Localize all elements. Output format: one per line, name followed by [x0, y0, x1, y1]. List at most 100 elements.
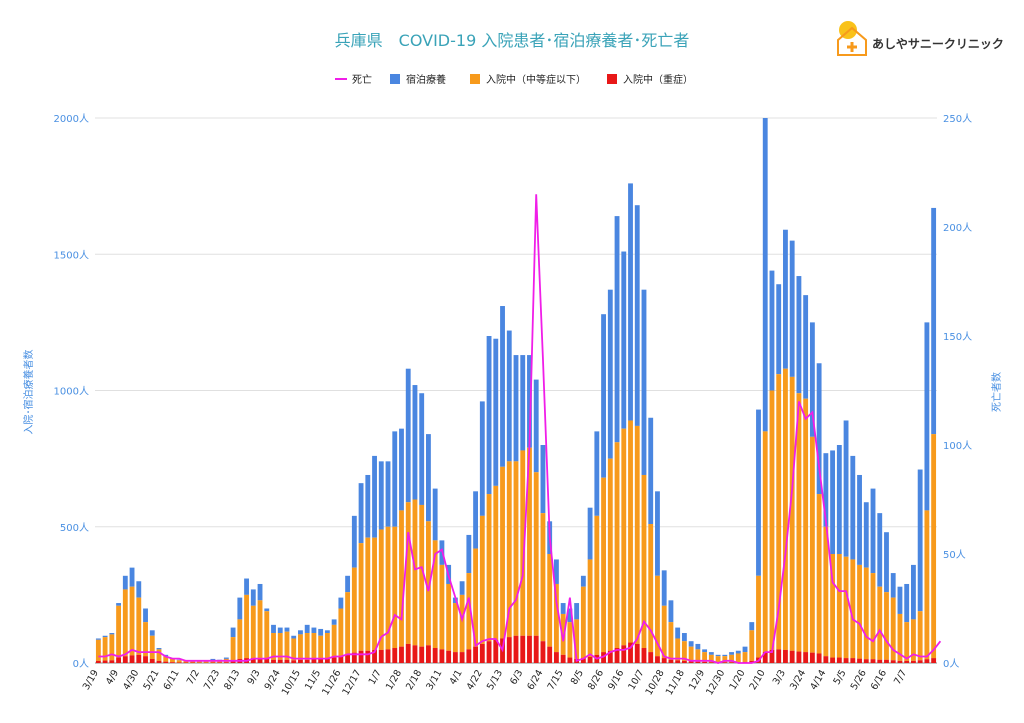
bar-hotel — [432, 488, 438, 541]
bar-severe — [924, 659, 930, 663]
bar-moderate — [621, 428, 627, 646]
bar-moderate — [149, 635, 155, 659]
bar-moderate — [594, 515, 600, 655]
bar-severe — [149, 658, 155, 663]
bar-hotel — [223, 657, 229, 659]
bar-moderate — [304, 633, 310, 660]
bar-hotel — [331, 619, 337, 625]
brand-logo: あしやサニークリニック — [837, 21, 1004, 56]
bar-moderate — [170, 658, 175, 663]
bar-moderate — [520, 450, 526, 636]
bar-hotel — [527, 355, 532, 448]
x-tick-label: 4/30 — [121, 668, 141, 692]
x-tick-label: 7/7 — [892, 668, 909, 687]
bar-moderate — [695, 649, 701, 662]
bar-moderate — [836, 554, 842, 658]
bar-severe — [675, 660, 681, 663]
bar-moderate — [365, 537, 371, 651]
bar-hotel — [910, 564, 916, 620]
bar-moderate — [580, 586, 586, 659]
bar-hotel — [466, 534, 472, 574]
bar-severe — [122, 656, 128, 663]
bar-severe — [190, 662, 196, 663]
bar-severe — [783, 649, 788, 663]
bar-moderate — [762, 431, 768, 653]
bar-severe — [338, 656, 344, 663]
bar-severe — [136, 654, 142, 663]
bar-severe — [580, 658, 586, 663]
bar-moderate — [372, 537, 377, 650]
bar-hotel — [122, 575, 128, 590]
bar-hotel — [668, 600, 674, 623]
bar-hotel — [298, 630, 303, 635]
x-tick-label: 9/24 — [263, 668, 283, 692]
bar-moderate — [230, 637, 236, 661]
bar-moderate — [560, 613, 566, 655]
death-line — [98, 194, 942, 664]
bar-severe — [385, 649, 391, 663]
legend-moderate-label: 入院中（中等症以下） — [486, 73, 586, 86]
bar-severe — [614, 648, 620, 663]
bar-severe — [547, 646, 553, 663]
bar-hotel — [655, 491, 660, 576]
bar-moderate — [271, 633, 276, 660]
bar-moderate — [789, 376, 795, 651]
bar-hotel — [695, 643, 701, 650]
bar-moderate — [426, 521, 431, 646]
x-tick-label: 1/28 — [384, 668, 404, 692]
bar-hotel — [520, 355, 526, 451]
bar-hotel — [540, 445, 546, 514]
bar-moderate — [749, 630, 755, 661]
bar-severe — [884, 659, 889, 663]
bar-hotel — [769, 270, 775, 391]
y-left-tick-label: 2000人 — [54, 113, 89, 125]
x-tick-label: 4/1 — [448, 668, 465, 687]
bar-hotel — [210, 658, 216, 661]
bar-moderate — [910, 619, 916, 661]
bar-moderate — [203, 661, 209, 663]
bar-moderate — [628, 420, 633, 643]
bar-moderate — [513, 461, 519, 636]
x-tick-label: 4/14 — [808, 668, 828, 692]
y-right-tick-label: 250人 — [943, 113, 972, 125]
bar-severe — [917, 660, 923, 663]
bar-moderate — [122, 589, 128, 657]
bar-moderate — [816, 494, 822, 654]
bar-hotel — [924, 322, 930, 511]
bar-moderate — [931, 434, 937, 659]
legend-severe-swatch — [607, 74, 617, 84]
bar-moderate — [439, 564, 445, 650]
brand-name: あしやサニークリニック — [872, 37, 1004, 51]
bar-moderate — [601, 477, 606, 653]
bar-hotel — [789, 240, 795, 377]
bar-moderate — [803, 398, 809, 653]
bar-moderate — [917, 611, 923, 661]
bar-severe — [210, 662, 216, 663]
bar-moderate — [95, 639, 101, 661]
bar-hotel — [863, 502, 869, 568]
bar-hotel — [641, 289, 647, 475]
y-left-tick-label: 1000人 — [54, 386, 89, 398]
x-tick-label: 3/19 — [81, 668, 101, 692]
bar-moderate — [668, 622, 674, 660]
bar-moderate — [412, 499, 418, 646]
bar-severe — [621, 645, 627, 663]
bar-hotel — [722, 654, 728, 657]
bar-hotel — [365, 474, 371, 538]
bar-hotel — [729, 652, 734, 655]
bar-severe — [850, 658, 856, 663]
chart-title: 兵庫県 COVID-19 入院患者･宿泊療養者･死亡者 — [335, 31, 690, 50]
bar-hotel — [803, 295, 809, 399]
bar-moderate — [473, 548, 479, 647]
bar-hotel — [681, 633, 687, 642]
bar-hotel — [324, 630, 330, 634]
bar-hotel — [607, 289, 613, 459]
bar-moderate — [345, 592, 351, 655]
bar-moderate — [136, 597, 142, 655]
bar-hotel — [250, 589, 256, 606]
house-icon — [837, 26, 867, 56]
bar-severe — [877, 659, 883, 663]
bar-severe — [479, 643, 485, 663]
bar-severe — [217, 662, 223, 663]
